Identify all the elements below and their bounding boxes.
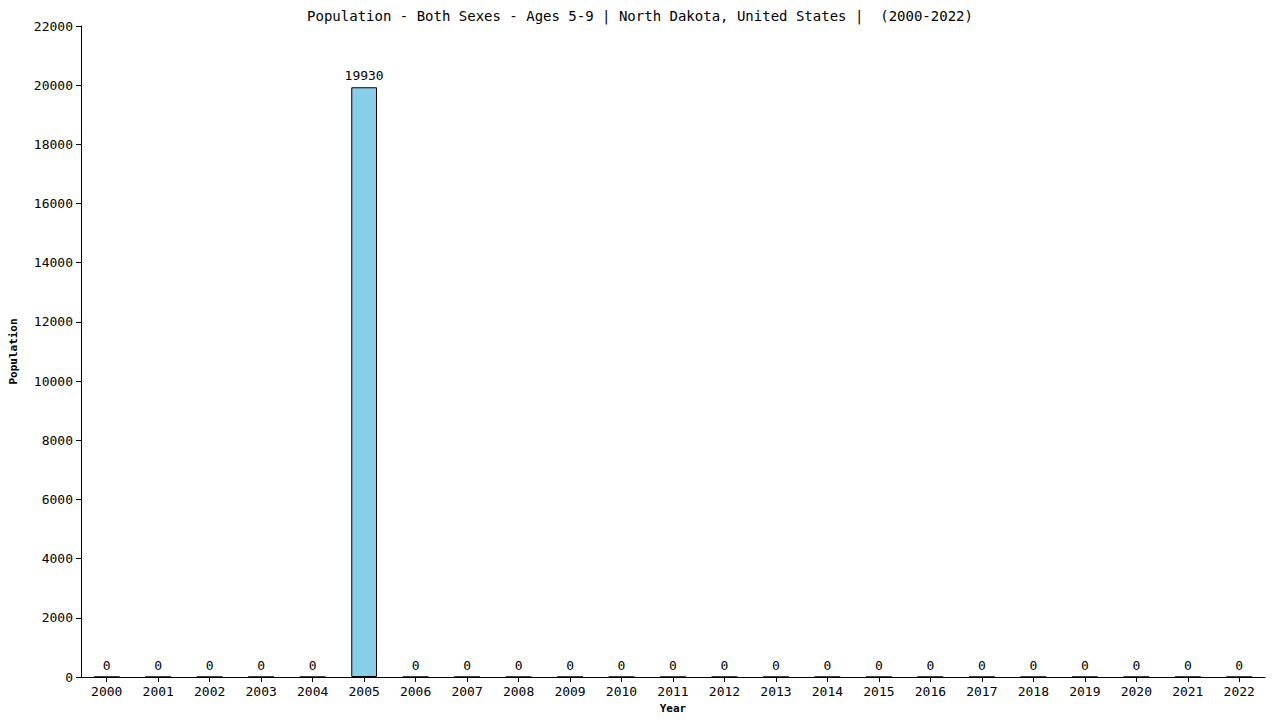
svg-text:0: 0 bbox=[1184, 658, 1192, 673]
svg-text:2010: 2010 bbox=[606, 684, 637, 699]
svg-text:0: 0 bbox=[154, 658, 162, 673]
svg-text:0: 0 bbox=[412, 658, 420, 673]
svg-text:0: 0 bbox=[1081, 658, 1089, 673]
svg-text:2008: 2008 bbox=[503, 684, 534, 699]
svg-text:0: 0 bbox=[566, 658, 574, 673]
svg-text:2012: 2012 bbox=[709, 684, 740, 699]
svg-text:Year: Year bbox=[660, 702, 687, 715]
svg-text:2004: 2004 bbox=[297, 684, 328, 699]
svg-text:0: 0 bbox=[824, 658, 832, 673]
svg-text:19930: 19930 bbox=[345, 68, 384, 83]
svg-text:2014: 2014 bbox=[812, 684, 843, 699]
svg-text:0: 0 bbox=[721, 658, 729, 673]
svg-text:2009: 2009 bbox=[554, 684, 585, 699]
svg-text:14000: 14000 bbox=[34, 255, 73, 270]
svg-text:2020: 2020 bbox=[1121, 684, 1152, 699]
svg-text:2005: 2005 bbox=[348, 684, 379, 699]
svg-text:4000: 4000 bbox=[42, 551, 73, 566]
svg-text:2001: 2001 bbox=[143, 684, 174, 699]
svg-text:0: 0 bbox=[463, 658, 471, 673]
svg-text:2015: 2015 bbox=[863, 684, 894, 699]
svg-text:2022: 2022 bbox=[1224, 684, 1255, 699]
svg-text:2007: 2007 bbox=[451, 684, 482, 699]
svg-text:2000: 2000 bbox=[42, 610, 73, 625]
svg-text:2003: 2003 bbox=[246, 684, 277, 699]
svg-text:0: 0 bbox=[1235, 658, 1243, 673]
svg-text:22000: 22000 bbox=[34, 19, 73, 34]
svg-text:2002: 2002 bbox=[194, 684, 225, 699]
svg-text:2018: 2018 bbox=[1018, 684, 1049, 699]
svg-text:2011: 2011 bbox=[657, 684, 688, 699]
svg-text:20000: 20000 bbox=[34, 78, 73, 93]
svg-text:0: 0 bbox=[618, 658, 626, 673]
svg-text:0: 0 bbox=[257, 658, 265, 673]
svg-text:0: 0 bbox=[1132, 658, 1140, 673]
svg-text:0: 0 bbox=[875, 658, 883, 673]
svg-text:2021: 2021 bbox=[1172, 684, 1203, 699]
svg-text:2016: 2016 bbox=[915, 684, 946, 699]
svg-text:0: 0 bbox=[515, 658, 523, 673]
svg-text:0: 0 bbox=[206, 658, 214, 673]
svg-text:12000: 12000 bbox=[34, 314, 73, 329]
svg-text:0: 0 bbox=[669, 658, 677, 673]
svg-text:2000: 2000 bbox=[91, 684, 122, 699]
svg-text:10000: 10000 bbox=[34, 374, 73, 389]
svg-text:2006: 2006 bbox=[400, 684, 431, 699]
svg-text:2017: 2017 bbox=[966, 684, 997, 699]
svg-text:0: 0 bbox=[978, 658, 986, 673]
svg-text:0: 0 bbox=[772, 658, 780, 673]
svg-text:0: 0 bbox=[103, 658, 111, 673]
svg-text:0: 0 bbox=[926, 658, 934, 673]
svg-text:Population - Both Sexes - Ages: Population - Both Sexes - Ages 5-9 | Nor… bbox=[307, 8, 973, 25]
svg-text:8000: 8000 bbox=[42, 433, 73, 448]
svg-text:18000: 18000 bbox=[34, 137, 73, 152]
svg-text:0: 0 bbox=[309, 658, 317, 673]
svg-text:0: 0 bbox=[65, 670, 73, 685]
svg-text:0: 0 bbox=[1029, 658, 1037, 673]
svg-text:6000: 6000 bbox=[42, 492, 73, 507]
svg-text:2019: 2019 bbox=[1069, 684, 1100, 699]
svg-text:16000: 16000 bbox=[34, 196, 73, 211]
svg-text:Population: Population bbox=[7, 318, 20, 384]
svg-text:2013: 2013 bbox=[760, 684, 791, 699]
